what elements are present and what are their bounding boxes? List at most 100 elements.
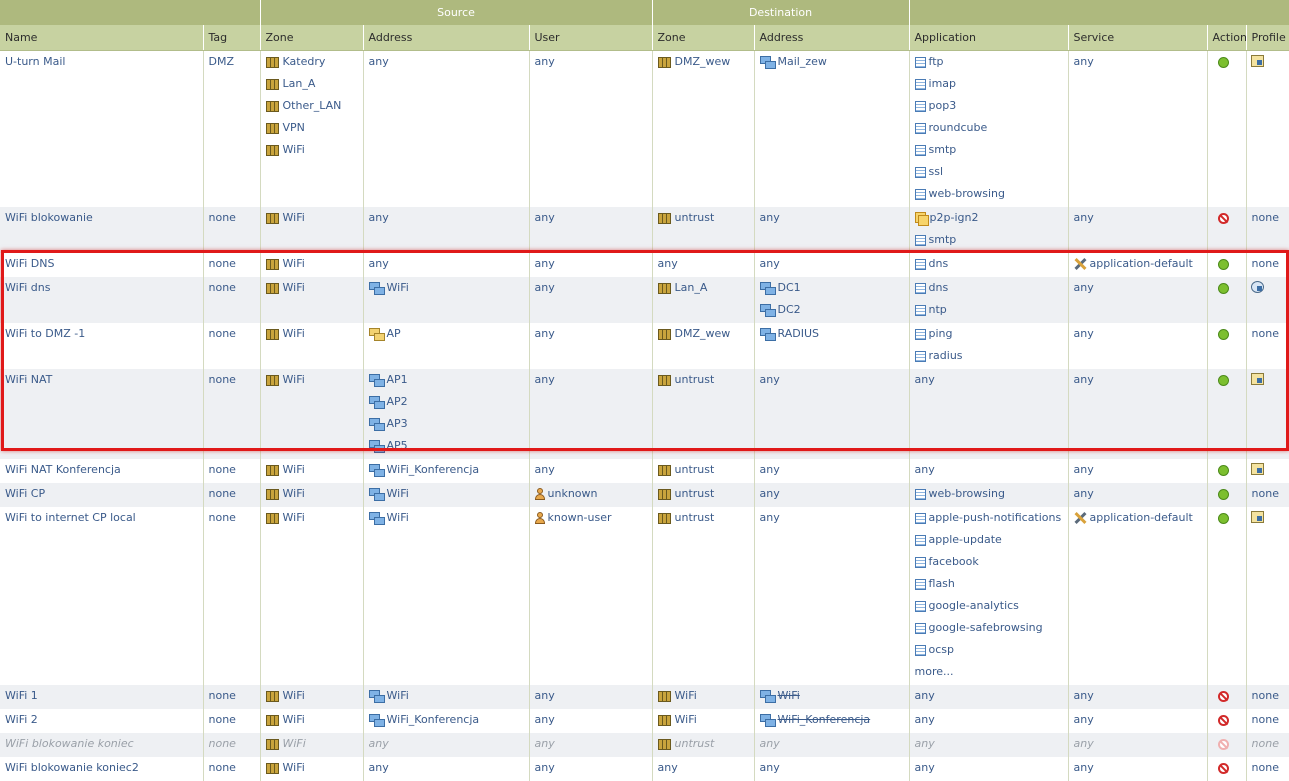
rule-name[interactable]: WiFi NAT Konferencja [5,461,203,483]
application-item[interactable]: smtp [915,141,1068,163]
application-item-label[interactable]: ocsp [929,643,955,656]
source-address-item[interactable]: WiFi [369,687,529,709]
destination-address-item[interactable]: RADIUS [760,325,909,347]
application-item[interactable]: google-safebrowsing [915,619,1068,641]
destination-address-item[interactable]: WiFi [760,687,909,709]
source-zone-label[interactable]: WiFi [283,487,305,500]
application-item[interactable]: more... [915,663,1068,685]
application-item[interactable]: ntp [915,301,1068,323]
source-zone-label[interactable]: WiFi [283,281,305,294]
source-zone-item[interactable]: WiFi [266,687,363,709]
source-address-item-label[interactable]: AP5 [387,439,408,452]
source-zone-item[interactable]: WiFi [266,279,363,301]
destination-zone-item[interactable]: WiFi [658,687,754,709]
destination-zone-item[interactable]: untrust [658,371,754,393]
destination-zone-item[interactable]: Lan_A [658,279,754,301]
rule-name[interactable]: WiFi to internet CP local [5,509,203,531]
application-item-label[interactable]: google-analytics [929,599,1019,612]
service-item[interactable]: application-default [1074,255,1207,277]
application-item[interactable]: ftp [915,53,1068,75]
column-header-action[interactable]: Action [1207,25,1246,51]
destination-address-item-label[interactable]: DC2 [778,303,801,316]
destination-zone-item-label[interactable]: untrust [675,463,715,476]
column-header-source-zone[interactable]: Zone [260,25,363,51]
source-zone-label[interactable]: Lan_A [283,77,316,90]
source-zone-label[interactable]: WiFi [283,511,305,524]
application-item-label[interactable]: smtp [929,143,957,156]
column-header-source-address[interactable]: Address [363,25,529,51]
user-item-label[interactable]: unknown [548,487,598,500]
application-item-label[interactable]: ping [929,327,953,340]
source-zone-label[interactable]: WiFi [283,713,305,726]
service-item-label[interactable]: application-default [1090,257,1193,270]
source-zone-item[interactable]: WiFi [266,325,363,347]
application-item[interactable]: smtp [915,231,1068,253]
column-header-name[interactable]: Name [0,25,203,51]
rule-name[interactable]: WiFi 1 [5,687,203,709]
user-item[interactable]: known-user [535,509,652,531]
source-zone-item[interactable]: WiFi [266,759,363,781]
source-zone-label[interactable]: VPN [283,121,305,134]
source-address-item-label[interactable]: AP2 [387,395,408,408]
source-zone-item[interactable]: WiFi [266,509,363,531]
destination-zone-item-label[interactable]: untrust [675,373,715,386]
source-zone-label[interactable]: Other_LAN [283,99,342,112]
rule-name[interactable]: WiFi dns [5,279,203,301]
column-header-tag[interactable]: Tag [203,25,260,51]
destination-zone-item-label[interactable]: DMZ_wew [675,327,731,340]
source-address-item-label[interactable]: AP1 [387,373,408,386]
source-zone-label[interactable]: WiFi [283,327,305,340]
source-address-item-label[interactable]: WiFi [387,487,409,500]
source-zone-item[interactable]: Lan_A [266,75,363,97]
source-address-item[interactable]: WiFi_Konferencja [369,461,529,483]
destination-zone-item[interactable]: untrust [658,209,754,231]
source-address-item[interactable]: AP3 [369,415,529,437]
application-item[interactable]: dns [915,255,1068,277]
application-item-label[interactable]: radius [929,349,963,362]
destination-zone-item[interactable]: DMZ_wew [658,53,754,75]
rule-name[interactable]: WiFi blokowanie [5,209,203,231]
application-item-label[interactable]: imap [929,77,957,90]
destination-address-item-label[interactable]: WiFi_Konferencja [778,713,871,726]
destination-zone-item-label[interactable]: untrust [675,737,715,750]
application-item-label[interactable]: google-safebrowsing [929,621,1043,634]
source-address-item[interactable]: AP5 [369,437,529,459]
application-item[interactable]: imap [915,75,1068,97]
destination-zone-item-label[interactable]: WiFi [675,713,697,726]
destination-zone-item-label[interactable]: untrust [675,511,715,524]
profile-magnifier-icon[interactable] [1251,281,1264,293]
application-item-label[interactable]: p2p-ign2 [930,211,979,224]
application-item[interactable]: p2p-ign2 [915,209,1068,231]
source-zone-item[interactable]: WiFi [266,209,363,231]
rule-name[interactable]: WiFi blokowanie koniec2 [5,759,203,781]
destination-zone-item[interactable]: WiFi [658,711,754,733]
application-item-label[interactable]: ssl [929,165,944,178]
destination-address-item-label[interactable]: WiFi [778,689,800,702]
rule-name[interactable]: U-turn Mail [5,53,203,75]
profile-group-icon[interactable] [1251,511,1264,523]
application-item[interactable]: pop3 [915,97,1068,119]
application-item-label[interactable]: dns [929,257,949,270]
destination-address-item-label[interactable]: DC1 [778,281,801,294]
source-address-item[interactable]: WiFi [369,485,529,507]
source-zone-item[interactable]: WiFi [266,371,363,393]
source-zone-label[interactable]: WiFi [283,373,305,386]
source-zone-label[interactable]: WiFi [283,689,305,702]
application-item-label[interactable]: pop3 [929,99,957,112]
source-address-item-label[interactable]: WiFi_Konferencja [387,713,480,726]
destination-zone-item-label[interactable]: WiFi [675,689,697,702]
source-zone-label[interactable]: WiFi [283,463,305,476]
service-item-label[interactable]: application-default [1090,511,1193,524]
user-item[interactable]: unknown [535,485,652,507]
destination-address-item[interactable]: DC1 [760,279,909,301]
source-zone-label[interactable]: WiFi [283,211,305,224]
rule-name[interactable]: WiFi DNS [5,255,203,277]
application-item-label[interactable]: web-browsing [929,487,1005,500]
destination-zone-item[interactable]: untrust [658,461,754,483]
user-item-label[interactable]: known-user [548,511,612,524]
source-zone-item[interactable]: Other_LAN [266,97,363,119]
